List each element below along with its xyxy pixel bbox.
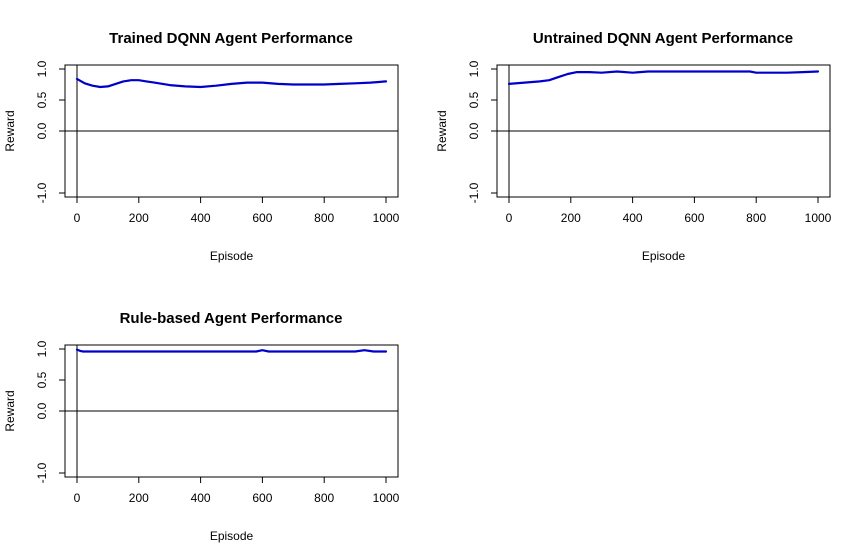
x-tick-label: 200	[561, 211, 581, 225]
y-tick-label: 0.5	[35, 91, 49, 108]
chart-untrained-dqnn: Untrained DQNN Agent Performance 0 200 400 6…	[435, 30, 832, 263]
x-tick-label: 800	[314, 491, 334, 505]
x-tick-label: 600	[252, 491, 272, 505]
x-tick-label: 400	[191, 211, 211, 225]
reward-series-line	[75, 348, 388, 353]
x-tick-label: 1000	[373, 211, 400, 225]
x-tick-label: 0	[74, 211, 81, 225]
reward-series-line	[75, 77, 388, 89]
x-tick-label: 800	[746, 211, 766, 225]
y-tick-label: 0.0	[35, 402, 49, 419]
y-axis-label: Reward	[3, 110, 17, 151]
chart-title: Rule-based Agent Performance	[120, 310, 343, 327]
chart-title: Trained DQNN Agent Performance	[109, 30, 353, 47]
x-tick-label: 1000	[373, 491, 400, 505]
y-tick-label: 0.5	[467, 91, 481, 108]
y-tick-label: 1.0	[467, 60, 481, 77]
x-tick-label: 600	[252, 211, 272, 225]
x-tick-label: 400	[191, 491, 211, 505]
x-tick-label: 1000	[805, 211, 832, 225]
x-tick-label: 0	[506, 211, 513, 225]
y-axis-label: Reward	[435, 110, 449, 151]
x-tick-label: 400	[623, 211, 643, 225]
x-axis-label: Episode	[210, 529, 254, 543]
y-tick-label: 1.0	[35, 340, 49, 357]
x-tick-label: 600	[684, 211, 704, 225]
x-axis-label: Episode	[210, 249, 254, 263]
y-tick-label: 0.0	[35, 122, 49, 139]
reward-series-line	[507, 70, 820, 86]
x-tick-label: 800	[314, 211, 334, 225]
y-tick-label: -1.0	[35, 182, 49, 203]
chart-title: Untrained DQNN Agent Performance	[533, 30, 793, 47]
chart-rule-based: Rule-based Agent Performance 0 200 400 600 80…	[3, 310, 400, 543]
x-tick-label: 200	[129, 211, 149, 225]
y-tick-label: 1.0	[35, 60, 49, 77]
y-tick-label: 0.0	[467, 122, 481, 139]
x-tick-label: 0	[74, 491, 81, 505]
y-tick-label: -1.0	[35, 462, 49, 483]
y-tick-label: -1.0	[467, 182, 481, 203]
x-axis-label: Episode	[642, 249, 686, 263]
chart-trained-dqnn: Trained DQNN Agent Performance 0 200 400 600…	[3, 30, 400, 263]
x-tick-label: 200	[129, 491, 149, 505]
y-axis-label: Reward	[3, 390, 17, 431]
y-tick-label: 0.5	[35, 371, 49, 388]
